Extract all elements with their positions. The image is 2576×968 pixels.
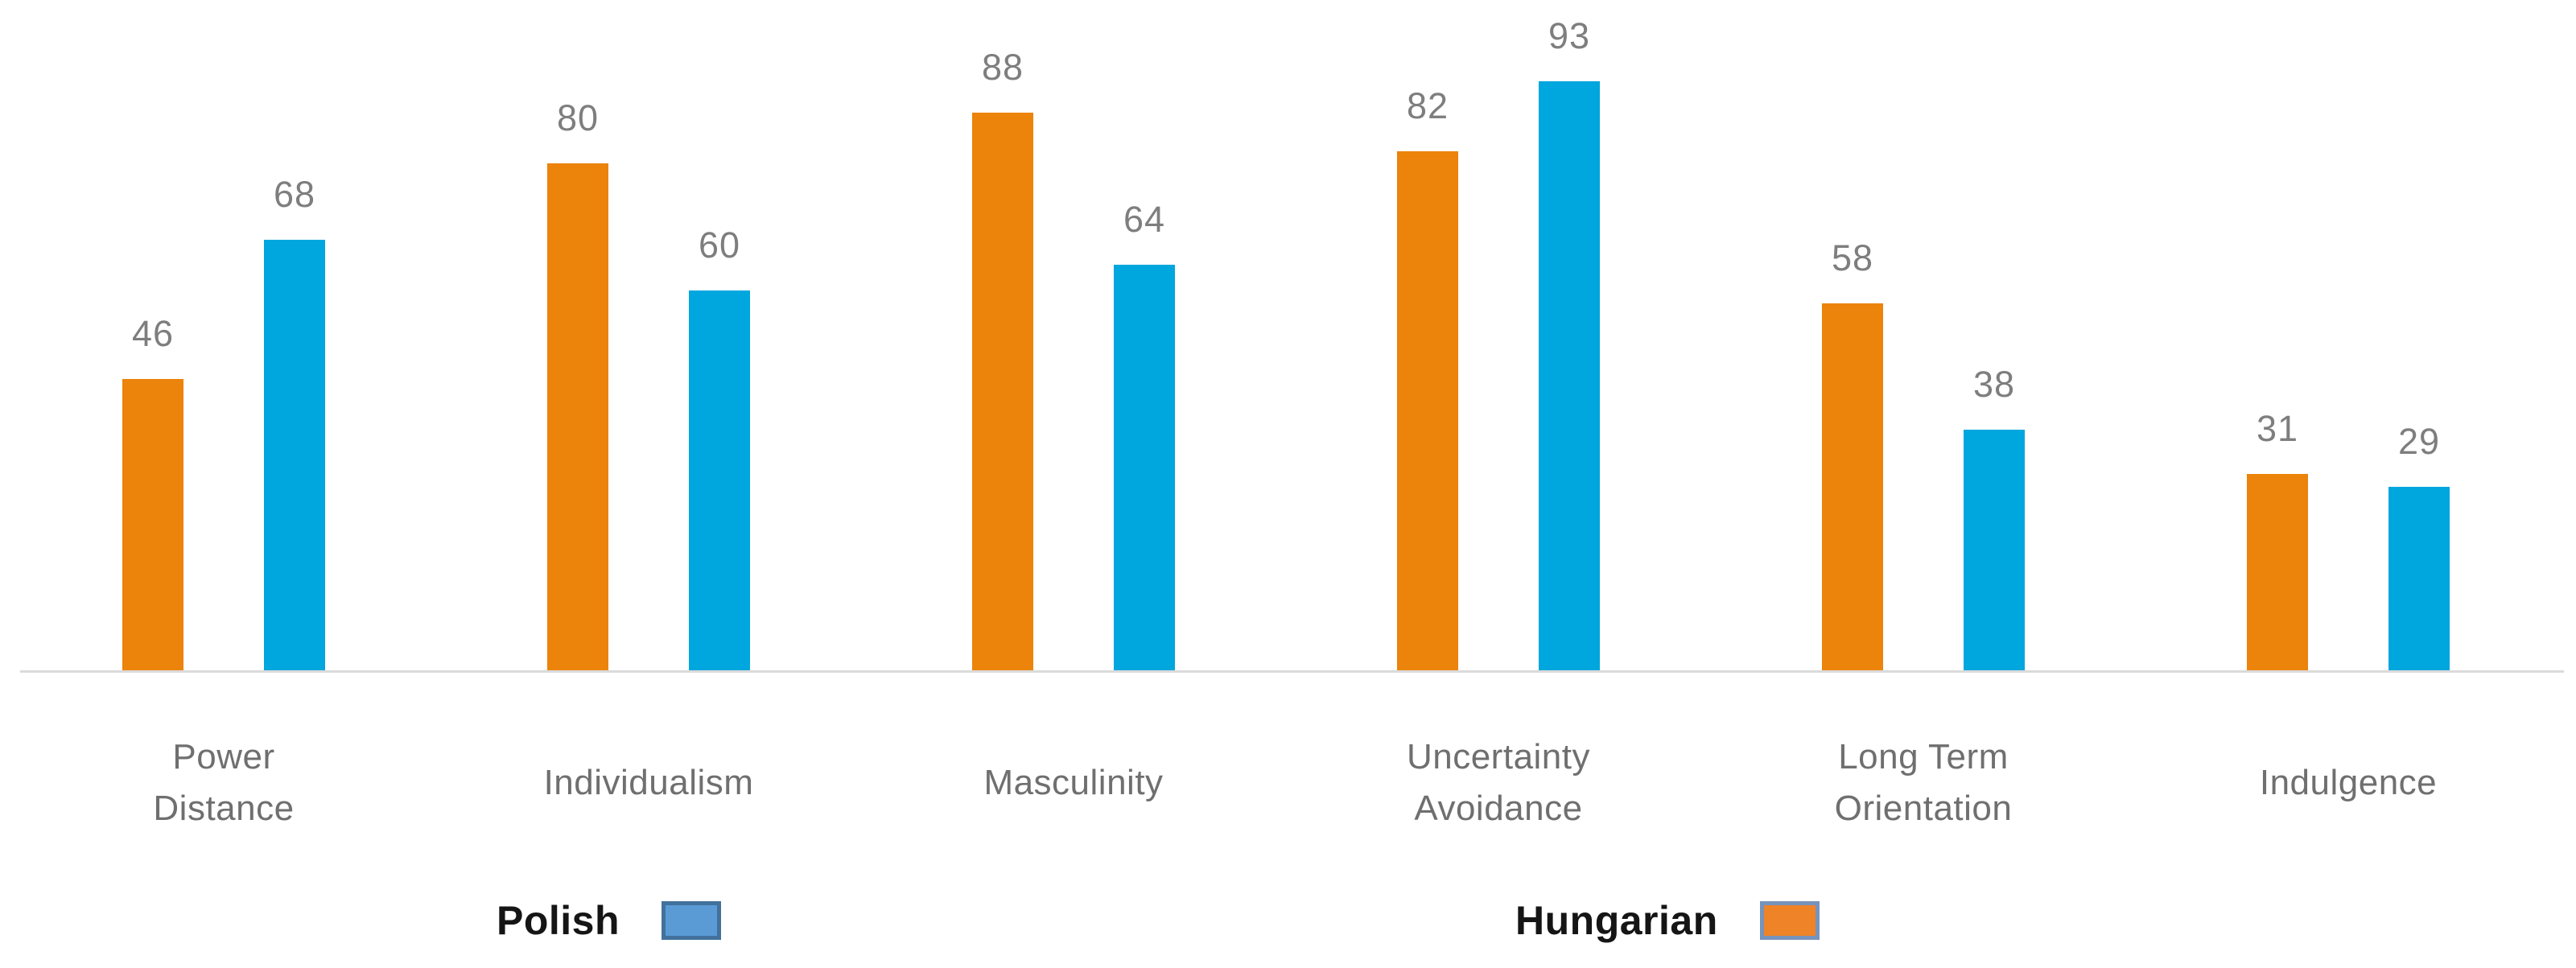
category-label-uncertainty-avoidance: Uncertainty Avoidance bbox=[1289, 702, 1708, 863]
bar-polish-long-term-orientation bbox=[1964, 430, 2025, 670]
value-label-polish-long-term-orientation: 38 bbox=[1972, 364, 2016, 405]
category-label-power-distance: Power Distance bbox=[14, 702, 433, 863]
category-label-line: Individualism bbox=[543, 763, 754, 802]
bar-polish-masculinity bbox=[1114, 265, 1175, 670]
value-label-hungarian-long-term-orientation: 58 bbox=[1831, 237, 1874, 278]
value-label-hungarian-masculinity: 88 bbox=[981, 47, 1024, 88]
legend-label-hungarian: Hungarian bbox=[1515, 898, 1718, 943]
bar-hungarian-masculinity bbox=[972, 113, 1033, 670]
legend-item-hungarian: Hungarian bbox=[1515, 890, 1820, 951]
legend-swatch-hungarian bbox=[1759, 901, 1820, 940]
bar-hungarian-indulgence bbox=[2247, 474, 2308, 670]
category-label-line: Avoidance bbox=[1414, 789, 1583, 828]
value-label-polish-masculinity: 64 bbox=[1123, 199, 1166, 240]
x-axis-line bbox=[20, 670, 2564, 673]
bar-hungarian-individualism bbox=[547, 163, 608, 670]
value-label-hungarian-power-distance: 46 bbox=[131, 313, 175, 354]
value-label-polish-individualism: 60 bbox=[698, 224, 741, 266]
value-label-polish-power-distance: 68 bbox=[273, 174, 316, 215]
category-label-individualism: Individualism bbox=[439, 702, 858, 863]
value-label-hungarian-uncertainty-avoidance: 82 bbox=[1406, 85, 1449, 126]
legend-item-polish: Polish bbox=[497, 890, 722, 951]
value-label-polish-uncertainty-avoidance: 93 bbox=[1548, 15, 1591, 56]
category-label-long-term-orientation: Long Term Orientation bbox=[1714, 702, 2133, 863]
bar-polish-power-distance bbox=[264, 240, 325, 670]
category-label-line: Long Term bbox=[1838, 737, 2009, 776]
category-label-line: Indulgence bbox=[2259, 763, 2438, 802]
value-label-hungarian-individualism: 80 bbox=[556, 97, 600, 138]
category-label-line: Uncertainty bbox=[1406, 737, 1591, 776]
category-label-line: Orientation bbox=[1834, 789, 2013, 828]
bar-polish-indulgence bbox=[2388, 487, 2450, 670]
legend-label-polish: Polish bbox=[497, 898, 620, 943]
category-label-indulgence: Indulgence bbox=[2139, 702, 2557, 863]
bar-polish-individualism bbox=[689, 290, 750, 670]
plot-area: 46 68 80 60 88 64 82 93 58 38 31 29 bbox=[122, 15, 2450, 670]
category-label-line: Masculinity bbox=[983, 763, 1164, 802]
legend-swatch-polish bbox=[662, 901, 722, 940]
bar-hungarian-long-term-orientation bbox=[1822, 303, 1883, 670]
value-label-polish-indulgence: 29 bbox=[2397, 421, 2441, 462]
category-label-line: Distance bbox=[153, 789, 295, 828]
bar-hungarian-power-distance bbox=[122, 379, 183, 670]
value-label-hungarian-indulgence: 31 bbox=[2256, 408, 2299, 449]
bar-polish-uncertainty-avoidance bbox=[1539, 81, 1600, 670]
category-label-masculinity: Masculinity bbox=[864, 702, 1283, 863]
category-label-line: Power bbox=[172, 737, 275, 776]
bar-hungarian-uncertainty-avoidance bbox=[1397, 151, 1458, 670]
